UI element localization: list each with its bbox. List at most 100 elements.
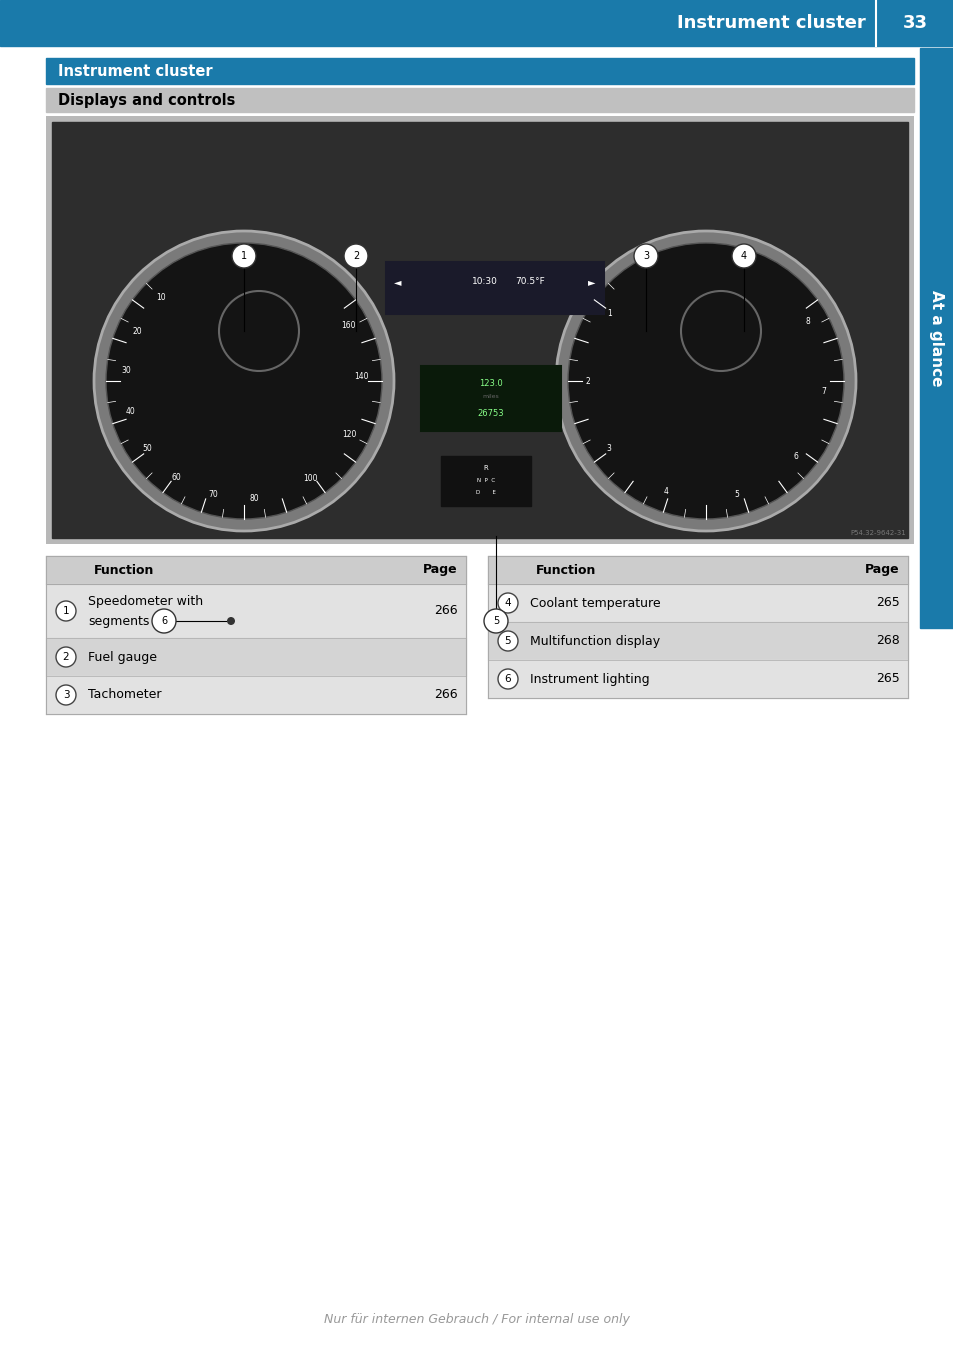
Text: At a glance: At a glance	[928, 290, 943, 386]
Text: segments: segments	[88, 615, 150, 627]
Text: Page: Page	[864, 563, 899, 577]
Text: Instrument cluster: Instrument cluster	[677, 14, 865, 32]
Text: 26753: 26753	[477, 409, 504, 417]
Text: 60: 60	[172, 473, 181, 482]
Circle shape	[680, 291, 760, 371]
Text: P54.32-9642-31: P54.32-9642-31	[849, 529, 905, 536]
Text: 7: 7	[821, 387, 825, 395]
Text: 5: 5	[734, 490, 739, 500]
Text: 5: 5	[504, 636, 511, 646]
Text: R: R	[483, 464, 488, 471]
Text: 266: 266	[434, 604, 457, 617]
Text: 6: 6	[793, 452, 798, 462]
Text: N  P  C: N P C	[476, 478, 495, 482]
Bar	[46, 638, 465, 676]
Circle shape	[634, 244, 658, 268]
Text: Page: Page	[423, 563, 457, 577]
Bar	[46, 584, 465, 638]
Text: Nur für internen Gebrauch / For internal use only: Nur für internen Gebrauch / For internal…	[324, 1313, 629, 1327]
Text: 6: 6	[161, 616, 167, 626]
Text: 265: 265	[876, 597, 899, 609]
Text: 3: 3	[606, 444, 611, 454]
Circle shape	[152, 609, 175, 634]
Text: 8: 8	[805, 317, 810, 326]
Text: 70.5°F: 70.5°F	[515, 278, 544, 287]
Text: Fuel gauge: Fuel gauge	[88, 650, 157, 663]
Circle shape	[731, 244, 755, 268]
Text: 3: 3	[642, 250, 648, 261]
Text: ►: ►	[588, 278, 595, 287]
Text: 1: 1	[606, 309, 611, 318]
Text: 268: 268	[876, 635, 899, 647]
Text: 70: 70	[209, 490, 218, 500]
Text: 140: 140	[355, 372, 369, 382]
Bar	[0, 0, 953, 46]
Text: Speedometer with: Speedometer with	[88, 594, 203, 608]
Text: 265: 265	[876, 673, 899, 685]
Text: 2: 2	[585, 376, 590, 386]
Bar	[919, 47, 953, 628]
Text: Instrument cluster: Instrument cluster	[58, 64, 213, 79]
Text: 40: 40	[125, 408, 134, 416]
Bar	[488, 659, 907, 699]
Text: 100: 100	[302, 474, 317, 483]
Text: 1: 1	[241, 250, 247, 261]
Circle shape	[56, 601, 76, 621]
Bar	[386, 263, 603, 314]
Bar	[46, 116, 913, 544]
Bar	[46, 58, 913, 84]
Text: Multifunction display: Multifunction display	[530, 635, 659, 647]
Circle shape	[497, 669, 517, 689]
Text: 4: 4	[740, 250, 746, 261]
Bar	[488, 556, 907, 584]
Circle shape	[483, 609, 507, 634]
Text: 50: 50	[142, 444, 152, 454]
Bar	[52, 122, 907, 538]
Text: 5: 5	[493, 616, 498, 626]
Text: 123.0: 123.0	[478, 379, 502, 387]
Circle shape	[567, 242, 843, 519]
Text: 4: 4	[504, 598, 511, 608]
Text: Instrument lighting: Instrument lighting	[530, 673, 649, 685]
Text: 33: 33	[902, 14, 926, 32]
Circle shape	[219, 291, 298, 371]
Circle shape	[227, 617, 234, 626]
Text: 266: 266	[434, 688, 457, 701]
Text: 3: 3	[63, 691, 70, 700]
Bar	[46, 556, 465, 584]
Text: ◄: ◄	[394, 278, 401, 287]
Circle shape	[106, 242, 381, 519]
Circle shape	[556, 232, 855, 531]
Circle shape	[56, 647, 76, 668]
Text: 4: 4	[662, 487, 667, 497]
Text: 30: 30	[121, 366, 132, 375]
Circle shape	[344, 244, 368, 268]
Text: 10: 10	[155, 292, 165, 302]
Bar	[488, 621, 907, 659]
Text: 2: 2	[63, 653, 70, 662]
Bar	[440, 456, 531, 506]
Text: Coolant temperature: Coolant temperature	[530, 597, 659, 609]
Text: 160: 160	[340, 321, 355, 330]
Text: 20: 20	[132, 326, 142, 336]
Text: 120: 120	[341, 431, 356, 439]
Text: 80: 80	[250, 494, 259, 504]
Text: 2: 2	[353, 250, 358, 261]
Text: 6: 6	[504, 674, 511, 684]
Circle shape	[56, 685, 76, 705]
Circle shape	[497, 593, 517, 613]
Text: 10:30: 10:30	[472, 278, 497, 287]
Text: Function: Function	[94, 563, 154, 577]
Bar	[420, 366, 560, 431]
Bar	[46, 88, 913, 112]
Text: miles: miles	[482, 394, 498, 399]
Text: 1: 1	[63, 607, 70, 616]
Circle shape	[497, 631, 517, 651]
Bar	[46, 676, 465, 714]
Text: Displays and controls: Displays and controls	[58, 92, 235, 107]
Circle shape	[232, 244, 255, 268]
Bar	[488, 584, 907, 621]
Text: Tachometer: Tachometer	[88, 688, 161, 701]
Circle shape	[94, 232, 394, 531]
Text: Function: Function	[536, 563, 596, 577]
